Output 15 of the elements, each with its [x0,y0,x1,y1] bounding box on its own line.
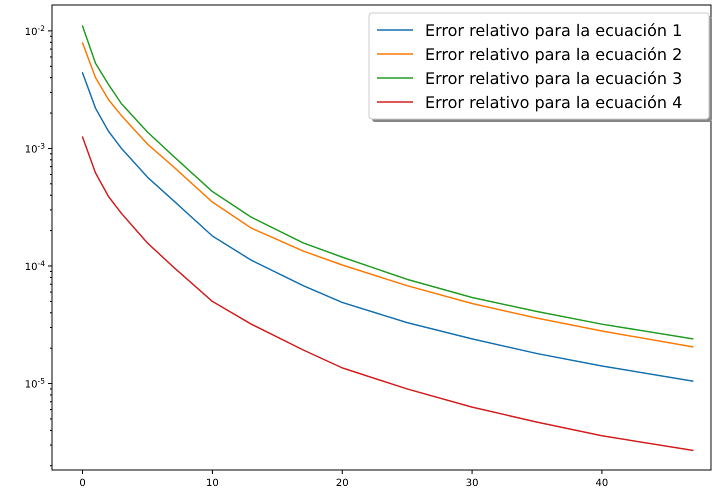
line-series [82,136,694,452]
y-tick-label: 10$^{-2}$ [24,23,46,38]
legend-label: Error relativo para la ecuación 4 [425,93,682,112]
legend-label: Error relativo para la ecuación 1 [425,21,682,40]
legend-label: Error relativo para la ecuación 3 [425,69,682,88]
x-tick-label: 40 [596,478,608,489]
legend-label: Error relativo para la ecuación 2 [425,45,682,64]
line-series [82,72,694,382]
y-tick-label: 10$^{-3}$ [24,140,46,156]
x-tick-label: 30 [466,478,478,489]
x-tick-label: 0 [79,478,86,489]
y-tick-label: 10$^{-4}$ [24,258,46,274]
x-tick-label: 10 [206,478,219,489]
x-tick-label: 20 [336,478,349,489]
y-tick-label: 10$^{-5}$ [24,376,46,391]
